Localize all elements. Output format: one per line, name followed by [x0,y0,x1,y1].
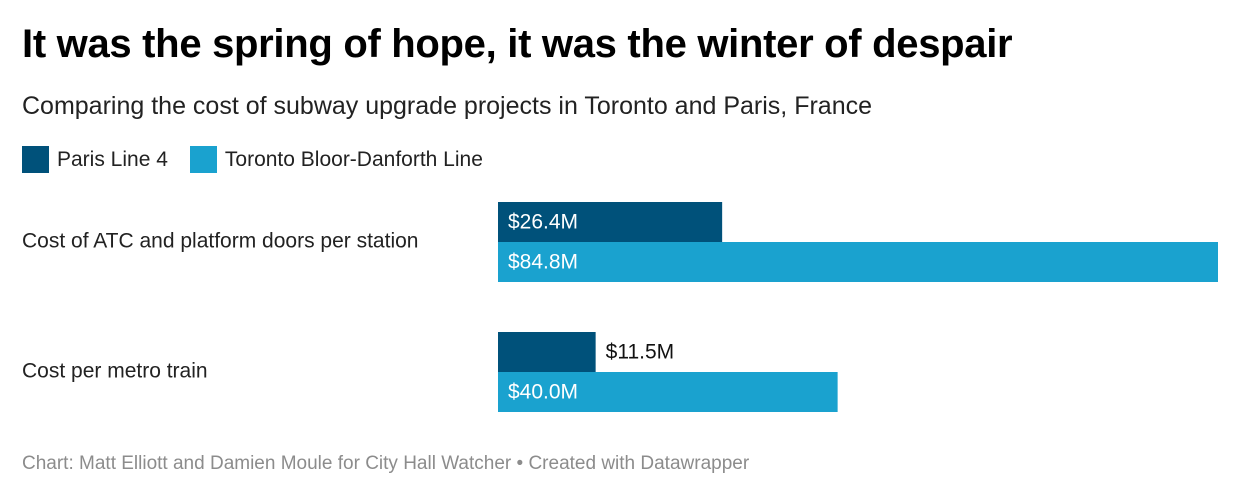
category-label: Cost per metro train [22,360,208,383]
legend-item-toronto: Toronto Bloor-Danforth Line [189,146,483,173]
bar-chart: Cost of ATC and platform doors per stati… [22,202,1218,412]
legend-label-toronto: Toronto Bloor-Danforth Line [224,147,483,171]
bar [498,202,723,242]
legend-swatch-toronto [189,146,217,173]
chart-legend: Paris Line 4 Toronto Bloor-Danforth Line [22,146,505,173]
bar-value-label: $11.5M [606,341,675,364]
bar [498,372,838,412]
legend-swatch-paris [22,146,49,173]
bar-value-label: $40.0M [508,381,578,404]
category-label: Cost of ATC and platform doors per stati… [22,230,418,253]
bar-value-label: $84.8M [508,251,578,274]
legend-label-paris: Paris Line 4 [57,147,168,171]
legend-item-paris: Paris Line 4 [22,146,168,173]
chart-subtitle: Comparing the cost of subway upgrade pro… [22,92,872,120]
chart-footer: Chart: Matt Elliott and Damien Moule for… [22,453,750,474]
chart-title: It was the spring of hope, it was the wi… [22,22,1013,66]
bar [498,332,596,372]
bar [498,242,1218,282]
bar-value-label: $26.4M [508,211,578,234]
